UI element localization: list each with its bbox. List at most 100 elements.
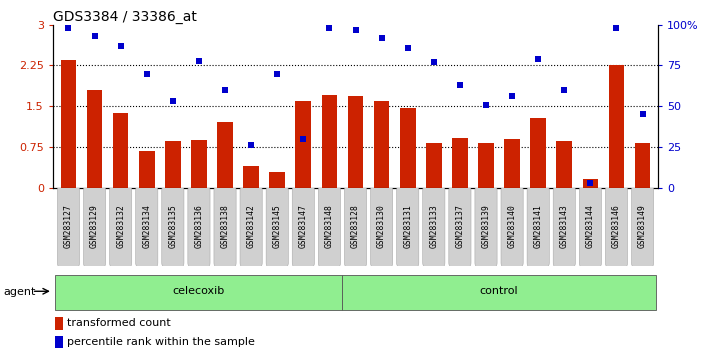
Bar (504, 139, 520, 188)
Text: GSM283137: GSM283137 (455, 205, 465, 249)
Text: GDS3384 / 33386_at: GDS3384 / 33386_at (53, 10, 196, 24)
Text: GSM283131: GSM283131 (403, 205, 413, 249)
Point (559, 87, 570, 93)
Bar (635, 143, 650, 188)
Text: GSM283135: GSM283135 (168, 205, 177, 249)
Bar (582, 179, 598, 188)
Point (454, 82, 465, 88)
Text: GSM283129: GSM283129 (90, 205, 99, 249)
Point (298, 136, 309, 142)
Text: transformed count: transformed count (67, 318, 170, 329)
FancyBboxPatch shape (56, 275, 342, 309)
Bar (113, 113, 128, 188)
Text: GSM283140: GSM283140 (508, 205, 517, 249)
Bar (426, 143, 441, 188)
Point (63, 25, 74, 31)
Bar (556, 142, 572, 188)
FancyBboxPatch shape (214, 187, 236, 266)
Bar (348, 96, 363, 188)
Bar (270, 172, 285, 188)
Point (272, 71, 283, 76)
Point (168, 98, 179, 104)
Bar (322, 95, 337, 188)
Text: agent: agent (4, 287, 36, 297)
FancyBboxPatch shape (266, 187, 289, 266)
Point (324, 25, 335, 31)
Bar (165, 142, 181, 188)
Point (480, 102, 491, 107)
FancyBboxPatch shape (188, 187, 210, 266)
FancyBboxPatch shape (553, 187, 575, 266)
Text: GSM283138: GSM283138 (220, 205, 230, 249)
Bar (609, 65, 624, 188)
Text: GSM283144: GSM283144 (586, 205, 595, 249)
Text: GSM283149: GSM283149 (638, 205, 647, 249)
FancyBboxPatch shape (162, 187, 184, 266)
Bar (400, 108, 415, 188)
Bar (530, 118, 546, 188)
Text: celecoxib: celecoxib (172, 286, 225, 296)
Point (220, 87, 231, 93)
Point (585, 180, 596, 185)
Text: GSM283134: GSM283134 (142, 205, 151, 249)
Text: GSM283148: GSM283148 (325, 205, 334, 249)
Point (115, 43, 126, 49)
Text: percentile rank within the sample: percentile rank within the sample (67, 337, 255, 347)
Text: GSM283136: GSM283136 (194, 205, 203, 249)
FancyBboxPatch shape (240, 187, 262, 266)
FancyBboxPatch shape (631, 187, 654, 266)
Point (246, 142, 257, 148)
Text: control: control (479, 286, 518, 296)
Text: GSM283145: GSM283145 (272, 205, 282, 249)
Text: GSM283146: GSM283146 (612, 205, 621, 249)
FancyBboxPatch shape (84, 187, 106, 266)
Bar (87, 90, 102, 188)
Point (428, 59, 439, 65)
FancyBboxPatch shape (292, 187, 315, 266)
FancyBboxPatch shape (475, 187, 497, 266)
FancyBboxPatch shape (579, 187, 601, 266)
Point (506, 93, 517, 99)
FancyBboxPatch shape (605, 187, 627, 266)
FancyBboxPatch shape (370, 187, 393, 266)
Text: GSM283133: GSM283133 (429, 205, 439, 249)
FancyBboxPatch shape (110, 187, 132, 266)
FancyBboxPatch shape (422, 187, 445, 266)
Bar (61, 60, 76, 188)
Bar (218, 122, 233, 188)
Bar (244, 166, 259, 188)
Bar (478, 143, 494, 188)
Point (89, 33, 100, 39)
Bar (139, 151, 155, 188)
Bar (55, 336, 63, 348)
FancyBboxPatch shape (527, 187, 549, 266)
FancyBboxPatch shape (501, 187, 523, 266)
Point (194, 58, 205, 63)
Text: GSM283132: GSM283132 (116, 205, 125, 249)
Point (350, 27, 361, 33)
Point (611, 25, 622, 31)
FancyBboxPatch shape (57, 187, 80, 266)
FancyBboxPatch shape (449, 187, 471, 266)
Text: GSM283143: GSM283143 (560, 205, 569, 249)
Text: GSM283141: GSM283141 (534, 205, 543, 249)
Text: GSM283127: GSM283127 (64, 205, 73, 249)
FancyBboxPatch shape (342, 275, 655, 309)
Point (402, 45, 413, 50)
Point (141, 71, 152, 76)
Point (637, 112, 648, 117)
Text: GSM283142: GSM283142 (246, 205, 256, 249)
Bar (374, 101, 389, 188)
Point (532, 56, 543, 62)
FancyBboxPatch shape (344, 187, 367, 266)
FancyBboxPatch shape (136, 187, 158, 266)
FancyBboxPatch shape (318, 187, 341, 266)
Bar (452, 138, 467, 188)
FancyBboxPatch shape (396, 187, 419, 266)
Bar (296, 101, 311, 188)
Bar (191, 140, 207, 188)
Text: GSM283128: GSM283128 (351, 205, 360, 249)
Bar (55, 317, 63, 330)
Point (376, 35, 387, 41)
Text: GSM283130: GSM283130 (377, 205, 386, 249)
